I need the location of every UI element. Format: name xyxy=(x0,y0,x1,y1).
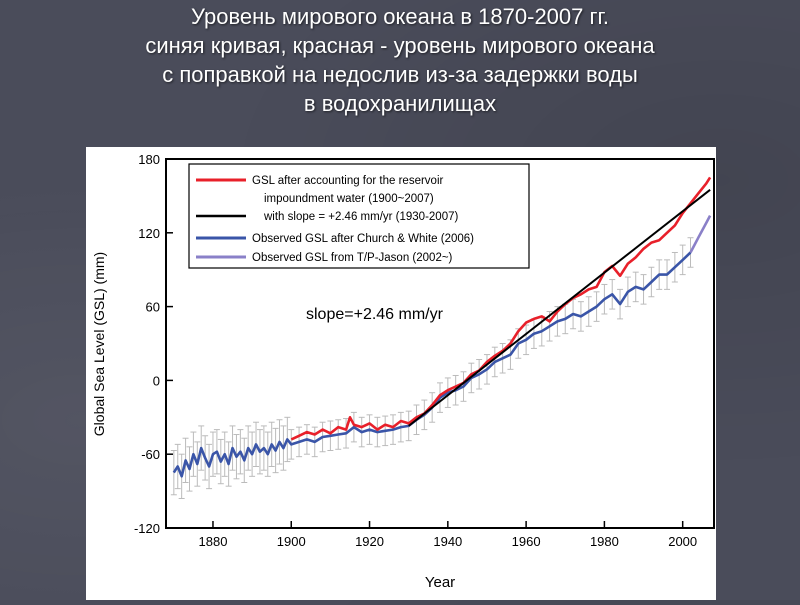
x-tick-label: 1960 xyxy=(512,534,541,549)
x-tick-label: 1980 xyxy=(590,534,619,549)
x-axis: 1880 1900 1920 1940 1960 1980 2000 xyxy=(199,521,697,549)
legend-label: GSL after accounting for the reservoir xyxy=(252,175,444,187)
sea-level-chart: 180 120 60 0 -60 -120 1880 1900 1920 1940 1960 198… xyxy=(91,152,715,591)
y-tick-label: 0 xyxy=(153,373,160,388)
y-axis: 180 120 60 0 -60 -120 xyxy=(134,152,173,536)
x-tick-label: 2000 xyxy=(668,534,697,549)
legend: GSL after accounting for the reservoir i… xyxy=(188,163,530,269)
title-line: Уровень мирового океана в 1870-2007 гг. xyxy=(191,4,609,29)
series-observed-church-white xyxy=(172,251,692,478)
plot-frame xyxy=(165,158,715,529)
y-tick-label: -120 xyxy=(134,521,160,536)
y-tick-label: 120 xyxy=(138,226,160,241)
y-tick-label: 60 xyxy=(146,300,160,315)
title-line: с поправкой на недослив из-за задержки в… xyxy=(162,62,638,87)
error-bars xyxy=(170,237,694,499)
x-tick-label: 1900 xyxy=(277,534,306,549)
y-axis-label: Global Sea Level (GSL) (mm) xyxy=(91,252,107,436)
series-lines xyxy=(172,176,712,478)
x-tick-label: 1880 xyxy=(199,534,228,549)
legend-label: impoundment water (1900~2007) xyxy=(264,193,434,205)
slope-annotation: slope=+2.46 mm/yr xyxy=(306,306,444,323)
series-gsl-reservoir-corrected xyxy=(290,176,712,441)
y-tick-label: -60 xyxy=(141,447,160,462)
title-line: синяя кривая, красная - уровень мирового… xyxy=(145,33,655,58)
y-tick-label: 180 xyxy=(138,152,160,167)
x-axis-label: Year xyxy=(425,574,455,591)
chart-figure: 180 120 60 0 -60 -120 1880 1900 1920 1940 1960 198… xyxy=(86,147,716,600)
title-line: в водохранилищах xyxy=(303,91,497,116)
x-tick-label: 1920 xyxy=(355,534,384,549)
legend-label: Observed GSL from T/P-Jason (2002~) xyxy=(252,252,453,264)
series-trend-line xyxy=(408,189,711,427)
legend-label: with slope = +2.46 mm/yr (1930-2007) xyxy=(263,211,458,223)
x-tick-label: 1940 xyxy=(433,534,462,549)
slide-title: Уровень мирового океана в 1870-2007 гг. … xyxy=(0,2,800,118)
legend-label: Observed GSL after Church & White (2006) xyxy=(252,233,474,245)
series-tp-jason xyxy=(689,214,712,254)
